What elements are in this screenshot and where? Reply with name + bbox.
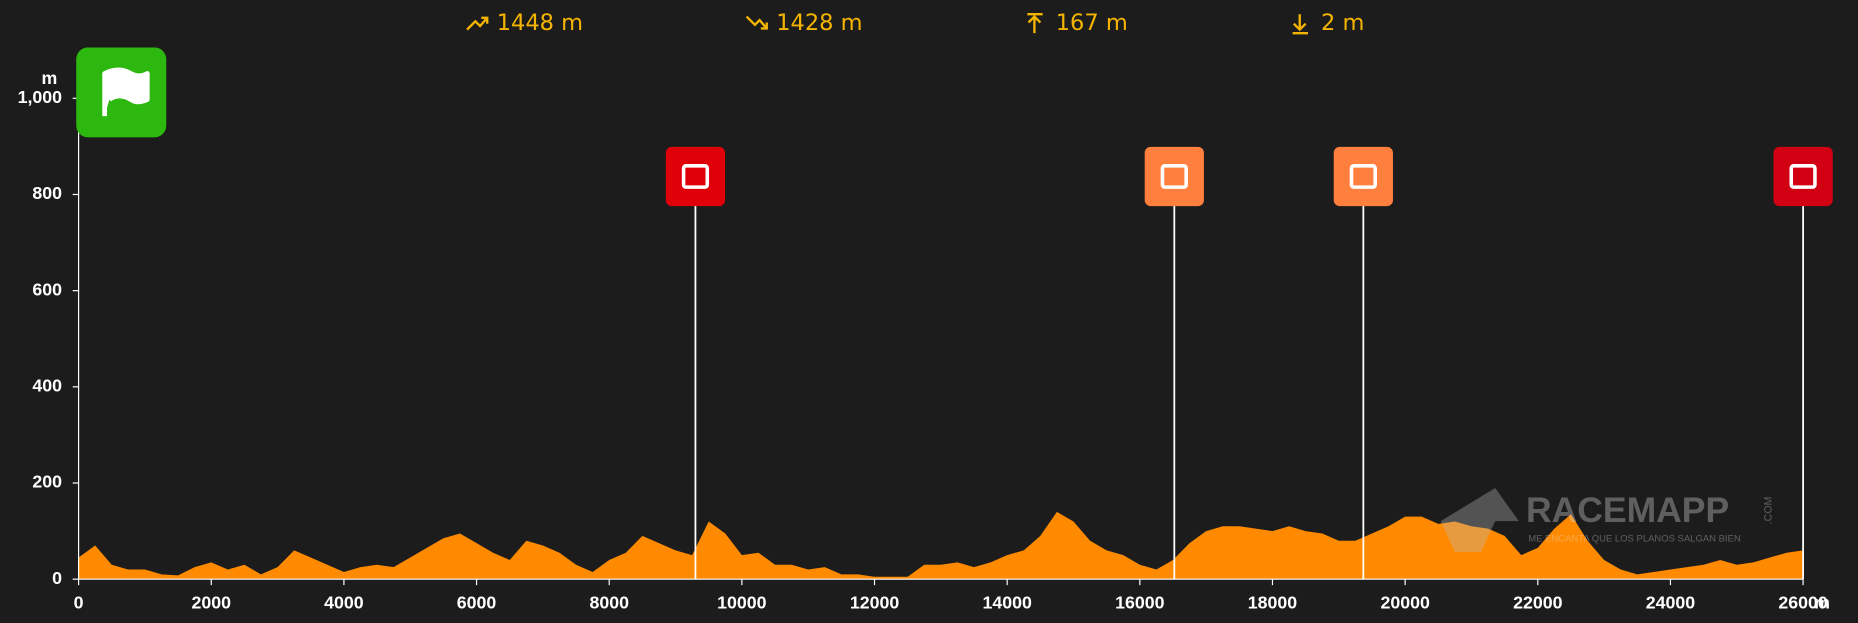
poi-icon: [681, 164, 710, 189]
y-tick-label: 600: [32, 279, 62, 299]
x-tick-label: 16000: [1115, 593, 1164, 613]
ascent: 1448 m: [497, 10, 583, 36]
x-tick-label: 14000: [982, 593, 1031, 613]
y-tick-label: 800: [32, 183, 62, 203]
descent: 1428 m: [776, 10, 862, 36]
x-tick-label: 8000: [589, 593, 629, 613]
max-icon: [1027, 13, 1043, 34]
poi-marker: [665, 146, 726, 207]
elevation-area: [78, 511, 1804, 580]
y-tick-label: 200: [32, 472, 62, 492]
poi-marker: [1144, 146, 1204, 207]
descent-icon: [745, 15, 768, 30]
poi-icon: [1349, 164, 1377, 189]
watermark-logo: [1440, 487, 1519, 552]
x-tick-label: 20000: [1380, 593, 1429, 613]
x-tick-label: 10000: [717, 593, 766, 613]
max-elevation: 167 m: [1056, 10, 1128, 36]
poi-icon: [1160, 164, 1188, 189]
poi-marker: [1773, 146, 1833, 207]
y-tick-label: 400: [32, 376, 62, 396]
y-tick-label: 1,000: [18, 87, 63, 107]
ascent-icon: [466, 16, 489, 31]
poi-marker: [1333, 146, 1393, 207]
watermark-brand: RACEMAPP: [1526, 490, 1729, 530]
poi-icon: [1789, 164, 1817, 189]
min-elevation: 2 m: [1321, 10, 1364, 36]
x-tick-label: 12000: [850, 593, 899, 613]
x-tick-label: 2000: [191, 593, 231, 613]
x-tick-label: 24000: [1646, 593, 1695, 613]
y-unit: m: [41, 68, 57, 88]
y-tick-label: 0: [52, 568, 62, 588]
watermark: RACEMAPP .COM ME ENCANTA QUE LOS PLANOS …: [1440, 487, 1775, 552]
x-tick-label: 18000: [1248, 593, 1297, 613]
start-flag-icon: [102, 67, 150, 117]
watermark-slogan: ME ENCANTA QUE LOS PLANOS SALGAN BIEN: [1528, 533, 1741, 544]
watermark-domain: .COM: [1763, 497, 1775, 525]
x-tick-label: 26000: [1778, 593, 1827, 613]
x-tick-label: 0: [74, 593, 84, 613]
min-icon: [1292, 14, 1309, 35]
x-tick-label: 6000: [457, 593, 497, 613]
x-unit: m: [1814, 593, 1830, 613]
x-tick-label: 22000: [1513, 593, 1562, 613]
x-tick-label: 4000: [324, 593, 364, 613]
